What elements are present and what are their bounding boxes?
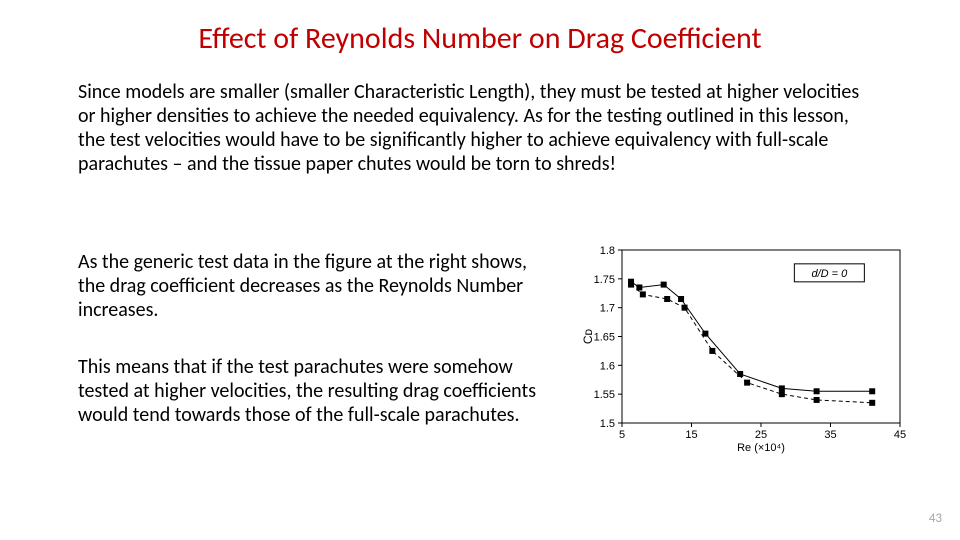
svg-text:35: 35 — [824, 429, 836, 441]
svg-text:1.6: 1.6 — [600, 360, 615, 372]
svg-text:25: 25 — [755, 429, 767, 441]
svg-text:1.7: 1.7 — [600, 303, 615, 315]
svg-text:Cᴅ: Cᴅ — [581, 328, 595, 344]
svg-text:45: 45 — [894, 429, 906, 441]
svg-text:1.65: 1.65 — [594, 332, 615, 344]
page-number: 43 — [929, 511, 942, 526]
svg-text:1.75: 1.75 — [594, 274, 615, 286]
slide: Effect of Reynolds Number on Drag Coeffi… — [0, 0, 960, 540]
svg-text:Re (×10⁴): Re (×10⁴) — [737, 442, 785, 454]
svg-text:1.8: 1.8 — [600, 245, 615, 257]
paragraph-1: Since models are smaller (smaller Charac… — [78, 80, 878, 176]
paragraph-3: This means that if the test parachutes w… — [78, 355, 568, 427]
slide-title: Effect of Reynolds Number on Drag Coeffi… — [0, 20, 960, 57]
chart-svg: 5 15 25 35 45 Re (×10⁴) 1.5 1.55 1.6 1.65 1.7 1.75 1… — [580, 240, 910, 455]
paragraph-2: As the generic test data in the figure a… — [78, 250, 548, 322]
svg-text:1.55: 1.55 — [594, 389, 615, 401]
svg-text:1.5: 1.5 — [600, 418, 615, 430]
drag-coeff-chart: 5 15 25 35 45 Re (×10⁴) 1.5 1.55 1.6 1.65 1.7 1.75 1… — [580, 240, 910, 455]
svg-text:5: 5 — [619, 429, 625, 441]
svg-text:d/D = 0: d/D = 0 — [811, 268, 848, 280]
svg-text:15: 15 — [685, 429, 697, 441]
